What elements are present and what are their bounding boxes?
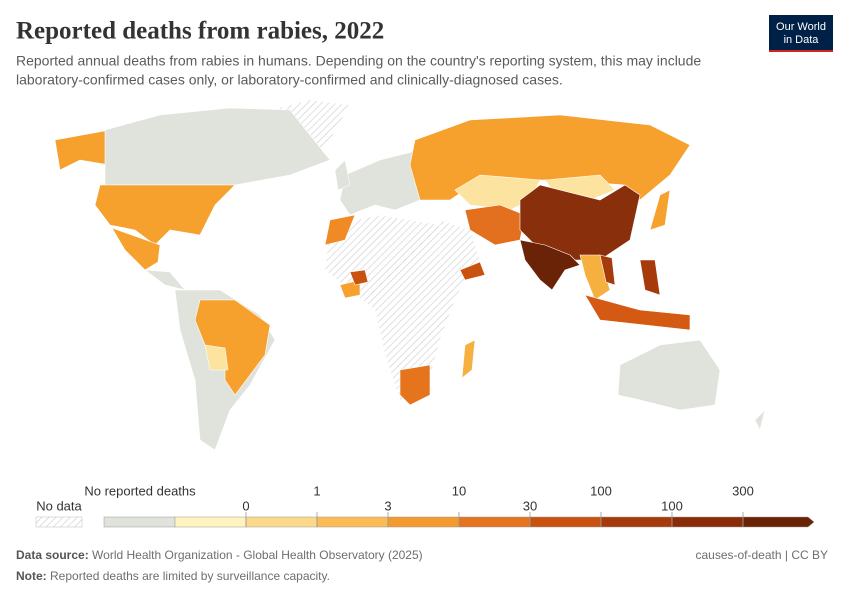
legend-tick-label: 100 [590,483,612,498]
mexico[interactable] [111,227,161,271]
legend-swatch[interactable] [103,516,176,528]
europe[interactable] [339,149,421,216]
logo-text: in Data [784,34,820,46]
legend-bin[interactable] [458,516,531,528]
legend-bin[interactable] [245,516,318,528]
legend-bin[interactable] [174,516,247,528]
legend-label: No data [36,498,82,513]
legend-tick-label: 100 [661,498,683,513]
nigeria[interactable] [349,269,369,286]
madagascar[interactable] [461,339,476,379]
usa[interactable] [94,184,236,246]
logo[interactable]: Our World in Data [769,15,833,52]
legend-bin[interactable] [387,516,460,528]
logo-text: Our World [776,21,826,33]
central-america[interactable] [143,269,186,291]
source-label: Data source: [16,548,89,562]
legend-label: No reported deaths [84,483,196,498]
japan[interactable] [649,189,671,231]
indonesia[interactable] [584,294,691,331]
bolivia[interactable] [204,344,229,371]
australia[interactable] [617,339,721,411]
alaska[interactable] [54,129,111,171]
brazil[interactable] [194,299,271,396]
note-label: Note: [16,569,47,583]
subtitle: laboratory-confirmed cases only, or labo… [16,72,563,88]
title: Reported deaths from rabies, 2022 [16,18,384,45]
legend: No data No reported deaths 0 1 3 10 30 100 100… [35,483,815,528]
legend-bin[interactable] [529,516,602,528]
legend-bin[interactable] [316,516,389,528]
legend-tick-label: 0 [242,498,249,513]
note: Note: Reported deaths are limited by sur… [16,569,330,583]
legend-tick-label: 10 [452,483,466,498]
license[interactable]: causes-of-death | CC BY [695,548,828,562]
legend-swatch[interactable] [35,516,83,528]
world-map [54,99,766,451]
canada[interactable] [104,107,331,186]
legend-bin[interactable] [600,516,673,528]
morocco[interactable] [324,214,356,246]
philippines[interactable] [639,259,661,296]
legend-tick-label: 30 [523,498,537,513]
subtitle: Reported annual deaths from rabies in hu… [16,53,701,69]
legend-bin[interactable] [671,516,744,528]
south-africa[interactable] [399,364,431,406]
new-zealand[interactable] [754,409,766,431]
source-text: World Health Organization - Global Healt… [92,548,423,562]
legend-bin [742,516,815,528]
iran-afghanistan[interactable] [464,204,526,246]
legend-tick-label: 3 [384,498,391,513]
logo-underline [769,50,833,52]
source: Data source: World Health Organization -… [16,548,423,562]
note-text: Reported deaths are limited by surveilla… [50,569,330,583]
legend-tick-label: 300 [732,483,754,498]
india[interactable] [519,239,581,291]
yemen[interactable] [459,261,486,281]
vietnam[interactable] [599,254,616,286]
legend-tick-label: 1 [313,483,320,498]
logo-box [769,15,833,50]
uk[interactable] [334,159,351,191]
